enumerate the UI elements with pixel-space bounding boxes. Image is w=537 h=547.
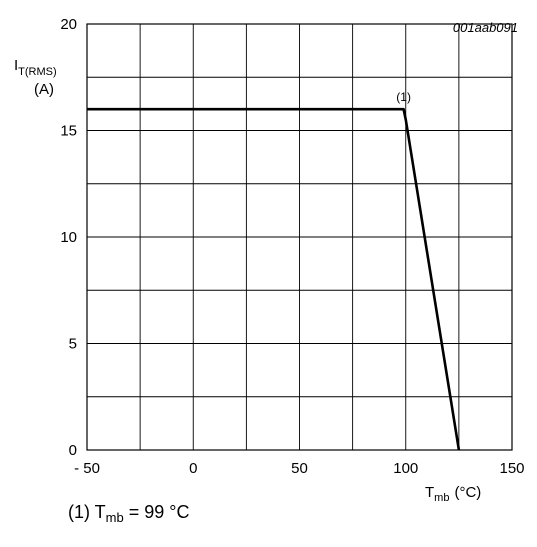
- x-tick-label: 0: [189, 460, 197, 477]
- x-tick-label: 50: [291, 460, 308, 477]
- x-axis-title: Tmb (°C): [425, 484, 481, 504]
- x-axis-subscript: mb: [434, 492, 449, 504]
- footnote: (1) Tmb = 99 °C: [68, 502, 189, 525]
- y-tick-label: 20: [60, 16, 77, 33]
- x-axis-symbol: T: [425, 484, 434, 501]
- y-tick-label: 10: [60, 229, 77, 246]
- footnote-suffix: = 99 °C: [123, 502, 190, 522]
- y-tick-label: 0: [69, 442, 77, 459]
- y-axis-unit: (A): [34, 81, 54, 98]
- y-tick-label: 15: [60, 123, 77, 140]
- series-line: [87, 107, 461, 451]
- x-tick-label: 100: [393, 460, 418, 477]
- y-tick-label: 5: [69, 336, 77, 353]
- x-tick-label: 150: [499, 460, 524, 477]
- y-axis-symbol: I: [14, 57, 18, 74]
- figure-id: 001aab091: [453, 20, 518, 35]
- y-axis-title: IT(RMS): [14, 57, 57, 78]
- footnote-prefix: (1) T: [68, 502, 106, 522]
- x-tick-label: - 50: [74, 460, 100, 477]
- plot-frame: [86, 23, 513, 451]
- x-axis-unit: (°C): [454, 484, 481, 501]
- y-axis-subscript: T(RMS): [18, 66, 57, 78]
- annotation-label: (1): [396, 90, 411, 104]
- footnote-subscript: mb: [105, 510, 124, 525]
